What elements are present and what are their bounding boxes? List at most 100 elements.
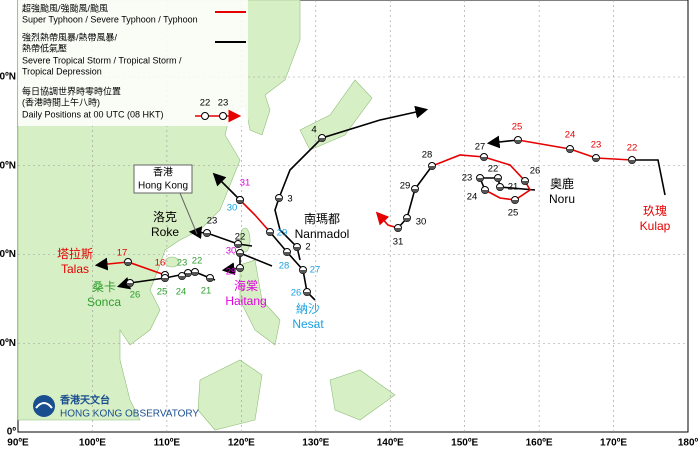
position-marker-fill	[428, 166, 436, 170]
legend-day: 22	[200, 98, 211, 109]
track-haitang	[221, 251, 273, 276]
position-marker-fill	[411, 189, 419, 193]
legend-text: 熱帶低氣壓	[22, 42, 67, 53]
leader	[179, 192, 198, 235]
position-marker-fill	[236, 253, 244, 257]
label-box	[133, 164, 193, 194]
day-label: 31	[240, 178, 251, 189]
lon-label: 90ºE	[7, 438, 29, 449]
storm-name-en: Haitang	[225, 294, 266, 308]
position-marker-fill	[494, 178, 502, 182]
day-label: 28	[422, 150, 433, 161]
legend-text: Super Typhoon / Severe Typhoon / Typhoon	[22, 14, 198, 24]
day-label: 21	[508, 182, 519, 193]
position-marker-fill	[266, 232, 274, 236]
storm-name-zh: 奧鹿	[550, 176, 574, 191]
day-label: 29	[277, 228, 288, 239]
storm-name-en: Kulap	[640, 219, 671, 233]
legend-text: Daily Positions at 00 UTC (08 HKT)	[22, 109, 164, 119]
day-label: 25	[512, 122, 523, 133]
position-marker-fill	[496, 187, 504, 191]
storm-name-zh: 海棠	[234, 278, 258, 293]
position-marker-fill	[236, 200, 244, 204]
day-label: 26	[130, 290, 141, 301]
lon-label: 100ºE	[79, 438, 106, 449]
storm-name-zh: 南瑪都	[304, 211, 340, 226]
storm-name-zh: 玖瑰	[643, 203, 667, 218]
storm-name-en: Noru	[549, 192, 575, 206]
day-label: 27	[310, 265, 321, 276]
legend-marker	[201, 112, 209, 120]
position-marker-fill	[318, 138, 326, 142]
lon-label: 160ºE	[526, 438, 553, 449]
position-marker-fill	[299, 270, 307, 274]
storm-name-zh: 塔拉斯	[57, 246, 93, 261]
day-label: 25	[157, 287, 168, 298]
position-marker-fill	[283, 252, 291, 256]
lat-label: 0º	[7, 427, 17, 438]
track-nesat-end	[212, 172, 241, 201]
day-label: 23	[177, 258, 188, 269]
legend-box	[18, 0, 248, 126]
day-label: 24	[176, 287, 187, 298]
day-label: 17	[117, 248, 128, 259]
day-label: 24	[565, 130, 576, 141]
day-label: 2	[305, 242, 310, 253]
logo-wave	[35, 402, 53, 409]
legend-day: 23	[218, 98, 229, 109]
position-marker-fill	[293, 247, 301, 251]
position-marker-fill	[236, 268, 244, 272]
day-label: 28	[279, 261, 290, 272]
track-noru-mid	[397, 165, 433, 229]
positions	[124, 134, 636, 296]
lon-label: 180º	[678, 438, 699, 449]
storm-name-zh: 洛克	[153, 209, 177, 224]
lon-label: 120ºE	[228, 438, 255, 449]
position-marker-fill	[403, 218, 411, 222]
day-label: 29	[400, 181, 411, 192]
legend-text: 超強颱風/強颱風/颱風	[22, 2, 108, 13]
position-marker-fill	[480, 157, 488, 161]
lon-label: 140ºE	[377, 438, 404, 449]
storm-name-en: Nesat	[292, 317, 324, 331]
day-label: 23	[591, 140, 602, 151]
day-label: 24	[467, 192, 478, 203]
position-marker-fill	[203, 233, 211, 237]
lon-label: 150ºE	[451, 438, 478, 449]
day-label: 30	[416, 217, 427, 228]
position-marker-fill	[511, 200, 519, 204]
position-marker-fill	[184, 273, 192, 277]
hong-kong-label: 香港 Hong Kong	[133, 164, 198, 235]
position-marker-fill	[566, 149, 574, 153]
legend-text: Tropical Depression	[22, 66, 102, 76]
logo-zh: 香港天文台	[60, 394, 110, 407]
hk-zh: 香港	[153, 167, 173, 179]
lon-label: 130ºE	[302, 438, 329, 449]
track-roke	[188, 226, 253, 247]
storm-name-en: Roke	[151, 225, 179, 239]
lat-label: 30ºN	[0, 160, 16, 171]
lat-label: 40ºN	[0, 72, 16, 83]
day-label: 27	[475, 142, 486, 153]
track-nesat-ty	[239, 199, 271, 233]
position-marker-fill	[514, 140, 522, 144]
day-label: 29	[226, 267, 237, 278]
position-marker-fill	[124, 262, 132, 266]
position-marker-fill	[161, 278, 169, 282]
track-kulap-ty	[517, 139, 633, 161]
day-label: 31	[393, 237, 404, 248]
day-label: 22	[235, 232, 246, 243]
day-label: 4	[311, 125, 316, 136]
day-label: 23	[462, 173, 473, 184]
position-marker-fill	[521, 181, 529, 185]
lon-label: 170ºE	[600, 438, 627, 449]
position-marker-fill	[628, 160, 636, 164]
legend-marker	[219, 112, 227, 120]
legend-text: Severe Tropical Storm / Tropical Storm /	[22, 55, 182, 65]
position-marker-fill	[303, 292, 311, 296]
legend-text: 強烈熱帶風暴/熱帶風暴/	[22, 31, 118, 42]
day-label: 22	[192, 256, 203, 267]
day-label: 26	[530, 166, 541, 177]
position-marker-fill	[234, 244, 242, 248]
